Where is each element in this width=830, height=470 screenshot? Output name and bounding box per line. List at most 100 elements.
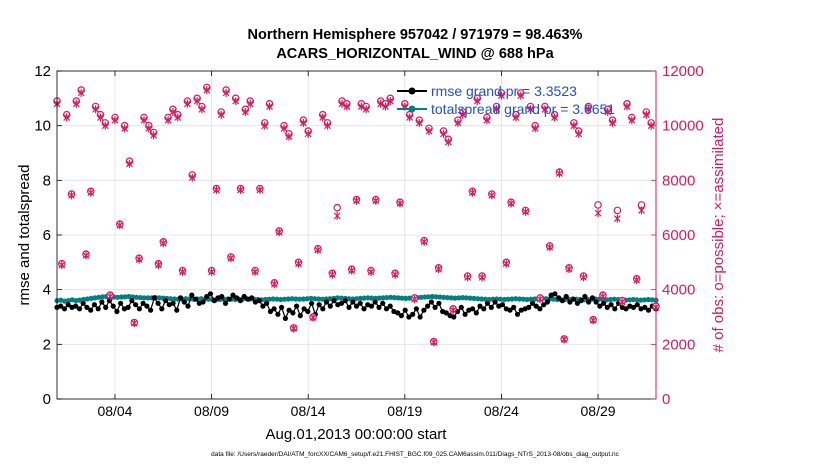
y-left-tick-label: 4 — [43, 282, 51, 299]
y-left-tick-label: 12 — [34, 63, 51, 80]
rmse-point — [309, 300, 315, 306]
obs-assimilated-marker — [430, 338, 438, 347]
rmse-point — [571, 296, 577, 302]
totalspread-point — [384, 295, 390, 301]
y-right-tick-label: 8000 — [662, 172, 695, 189]
totalspread-point — [270, 296, 276, 302]
x-tick-label: 08/29 — [581, 403, 616, 419]
rmse-point — [125, 304, 131, 310]
obs-assimilated-marker — [507, 199, 515, 208]
totalspread-point — [168, 296, 174, 302]
obs-assimilated-marker — [618, 297, 626, 306]
rmse-point — [353, 303, 360, 309]
obs-assimilated-marker — [594, 209, 602, 218]
rmse-point — [425, 303, 431, 309]
obs-assimilated-marker — [179, 267, 187, 276]
obs-assimilated-marker — [304, 129, 312, 138]
totalspread-point — [649, 297, 655, 303]
totalspread-point — [467, 295, 473, 301]
rmse-point — [237, 298, 243, 304]
obs-assimilated-marker — [391, 270, 399, 279]
totalspread-point — [475, 296, 481, 302]
obs-assimilated-marker — [449, 306, 457, 315]
rmse-point — [357, 300, 363, 306]
obs-assimilated-marker — [522, 207, 529, 216]
rmse-point — [462, 311, 468, 317]
obs-assimilated-marker — [406, 113, 414, 122]
rmse-point — [275, 311, 281, 317]
rmse-point — [499, 302, 506, 308]
y-left-tick-label: 6 — [43, 227, 51, 244]
y-right-tick-label: 0 — [662, 391, 670, 408]
totalspread-point — [281, 296, 288, 302]
obs-assimilated-marker — [536, 295, 544, 304]
obs-assimilated-marker — [184, 99, 191, 108]
obs-assimilated-marker — [106, 292, 114, 301]
obs-assimilated-marker — [343, 102, 351, 111]
rmse-point — [346, 304, 352, 310]
obs-assimilated-marker — [377, 99, 385, 108]
totalspread-point — [645, 296, 652, 303]
totalspread-point — [391, 295, 397, 301]
obs-assimilated-marker — [469, 188, 476, 197]
x-tick-label: 08/14 — [291, 403, 326, 419]
y-right-tick-label: 10000 — [662, 118, 704, 135]
rmse-point — [144, 303, 150, 309]
obs-assimilated-marker — [77, 88, 85, 97]
obs-assimilated-marker — [613, 214, 621, 223]
obs-assimilated-marker — [193, 97, 201, 106]
rmse-point — [76, 306, 83, 312]
totalspread-point — [171, 296, 178, 302]
rmse-point — [477, 303, 483, 309]
obs-assimilated-marker — [411, 295, 418, 304]
rmse-point — [297, 313, 303, 319]
rmse-point — [544, 299, 551, 305]
rmse-point — [301, 306, 307, 312]
obs-assimilated-marker — [333, 211, 341, 220]
rmse-point — [582, 293, 588, 300]
y-left-tick-label: 2 — [43, 336, 51, 353]
obs-assimilated-marker — [251, 267, 259, 276]
rmse-point — [552, 291, 558, 297]
totalspread-point — [300, 296, 306, 302]
totalspread-point — [304, 296, 310, 302]
obs-assimilated-marker — [164, 116, 172, 125]
rmse-point — [185, 303, 191, 309]
rmse-point — [327, 303, 333, 309]
obs-assimilated-marker — [232, 97, 240, 106]
obs-assimilated-marker — [497, 91, 505, 100]
obs-possible-marker — [594, 201, 602, 209]
rmse-point — [249, 295, 255, 301]
rmse-point — [88, 307, 94, 313]
obs-assimilated-marker — [512, 113, 520, 122]
totalspread-point — [456, 295, 462, 301]
x-tick-label: 08/04 — [97, 403, 132, 419]
obs-assimilated-marker — [324, 121, 331, 130]
rmse-point — [604, 304, 610, 310]
rmse-point — [537, 306, 543, 312]
totalspread-point — [607, 296, 614, 303]
rmse-point — [406, 314, 412, 320]
rmse-point — [398, 313, 404, 319]
rmse-point — [514, 311, 521, 317]
chart-title-line1: Northern Hemisphere 957042 / 971979 = 98… — [247, 27, 583, 43]
obs-assimilated-marker — [502, 259, 510, 268]
obs-assimilated-marker — [299, 118, 307, 127]
totalspread-point — [156, 295, 162, 301]
obs-assimilated-marker — [348, 266, 356, 275]
obs-assimilated-marker — [454, 118, 462, 127]
obs-assimilated-marker — [72, 99, 80, 108]
y-left-axis-label: rmse and totalspread — [16, 165, 33, 306]
rmse-point — [200, 299, 206, 305]
totalspread-point — [141, 295, 147, 301]
totalspread-point — [509, 296, 515, 302]
rmse-point — [211, 298, 217, 304]
rmse-point — [458, 304, 464, 310]
obs-assimilated-marker — [82, 251, 90, 260]
rmse-point — [286, 307, 292, 313]
rmse-point — [597, 303, 603, 309]
rmse-point — [174, 307, 180, 313]
obs-assimilated-marker — [227, 254, 235, 263]
rmse-point — [642, 304, 648, 310]
